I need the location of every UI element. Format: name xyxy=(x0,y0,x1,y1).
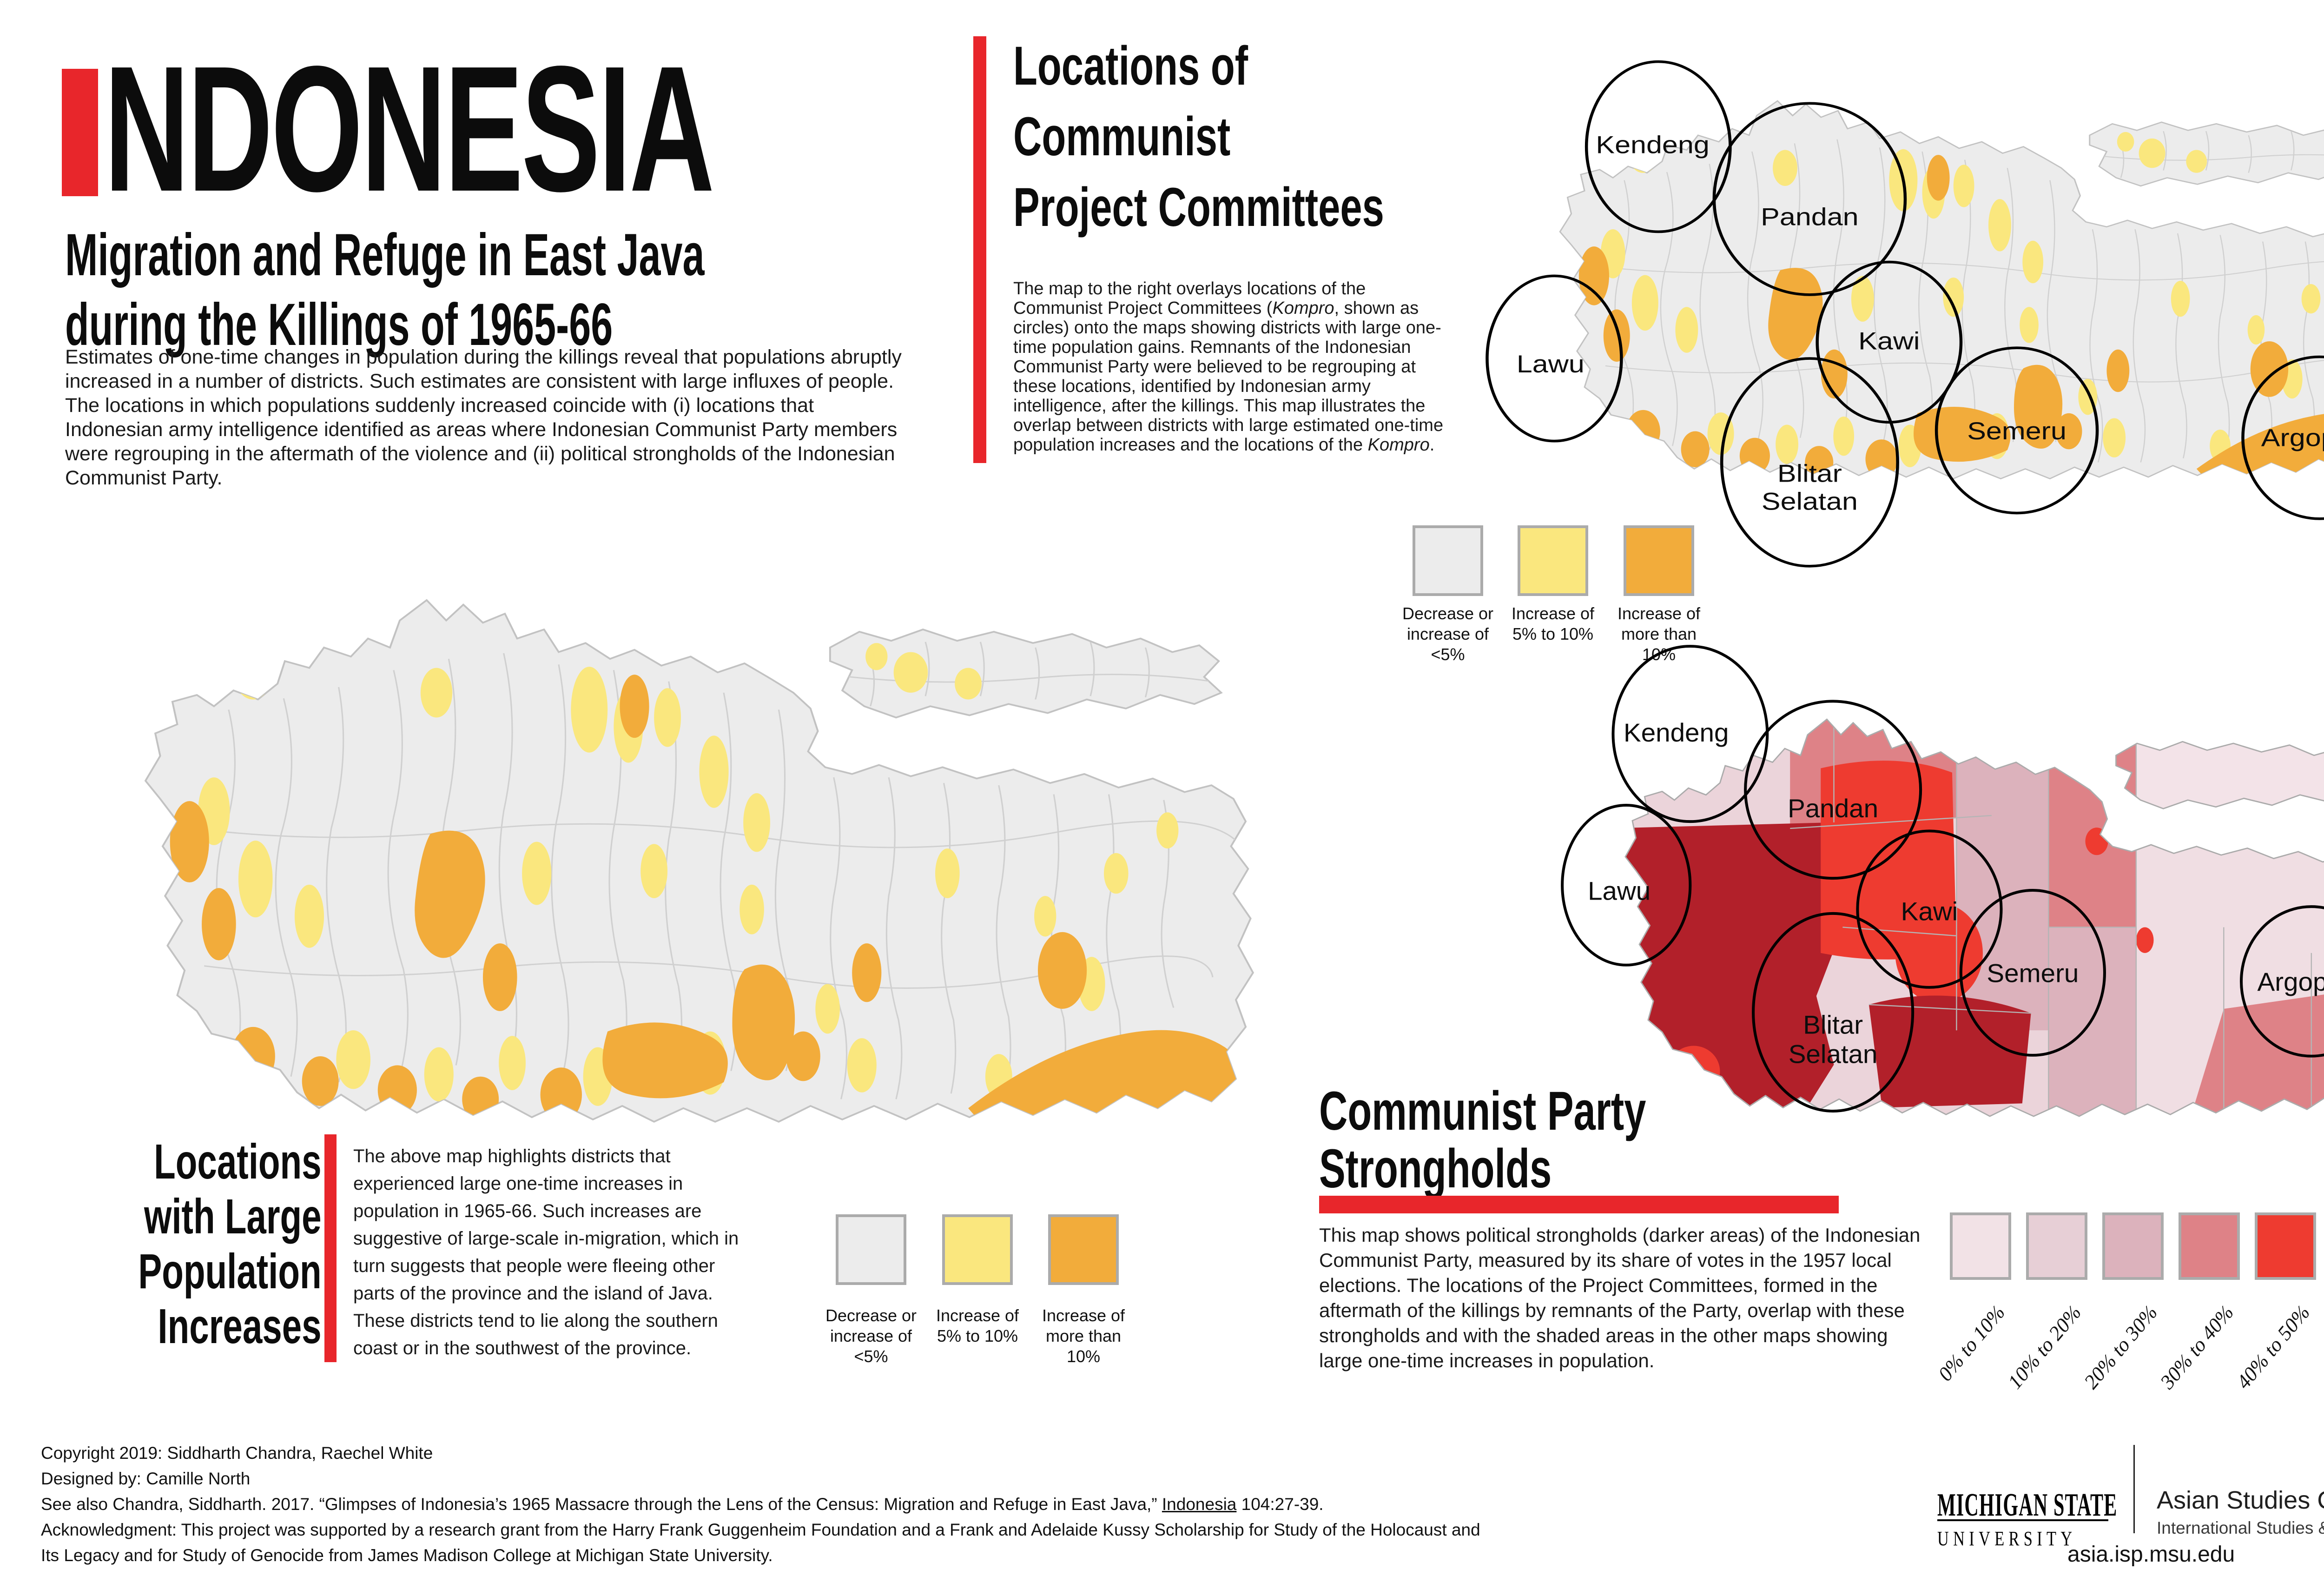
kompro-section-red-bar xyxy=(973,36,986,463)
kompro-circle-semeru xyxy=(1934,346,2099,515)
footer-url: asia.isp.msu.edu xyxy=(2067,1542,2235,1567)
msu-wordmark: MICHIGAN STATE xyxy=(1937,1487,2118,1523)
map-label-semeru: Semeru xyxy=(1967,417,2067,445)
footer-citation-pages: 104:27-39. xyxy=(1236,1495,1324,1514)
kompro-circle-pandan xyxy=(1712,102,1907,296)
footer-citation: See also Chandra, Siddharth. 2017. “Glim… xyxy=(41,1491,1480,1517)
increases-heading-line2: with Large xyxy=(144,1189,322,1244)
map-label-pandan: Pandan xyxy=(1761,203,1858,231)
msu-divider xyxy=(2133,1445,2135,1533)
legend-swatch-no-change xyxy=(1413,525,1483,596)
subtitle-line1: Migration and Refuge in East Java xyxy=(65,222,705,288)
kompro-section-heading: Locations of Communist Project Committee… xyxy=(1013,31,1384,243)
map-population-increases-large xyxy=(70,535,1292,1167)
legend-swatch-increase-over-10 xyxy=(1048,1214,1119,1285)
title-initial-red-bar xyxy=(62,69,98,196)
intro-paragraph: Estimates of one-time changes in populat… xyxy=(65,346,902,489)
page-title: NDONESIA xyxy=(104,28,715,229)
international-studies-label: International Studies & Programs xyxy=(2157,1518,2324,1537)
increases-section-red-bar xyxy=(324,1134,337,1362)
asian-studies-center-label: Asian Studies Center xyxy=(2157,1486,2324,1514)
map-communist-strongholds: Kendeng Pandan Lawu Kawi Blitar Selatan S… xyxy=(1561,645,2324,1151)
kompro-heading-line2: Communist xyxy=(1013,106,1231,167)
map-label-argopuro: Argopuro xyxy=(2261,424,2324,451)
legend-label-no-change: Decrease or increase of <5% xyxy=(825,1306,917,1366)
legend-label-increase-5-10: Increase of 5% to 10% xyxy=(1511,604,1595,643)
kompro-italic-term: Kompro xyxy=(1367,435,1430,455)
strongholds-circle-lawu xyxy=(1561,804,1692,967)
kompro-circle-labels: Kendeng Pandan Lawu Kawi Blitar Selatan S… xyxy=(1517,131,2324,515)
map-label-pandan: Pandan xyxy=(1788,794,1878,822)
legend-label-no-change: Decrease or increase of <5% xyxy=(1402,604,1494,664)
map-label-lawu: Lawu xyxy=(1517,351,1585,378)
strongholds-circle-kendeng xyxy=(1611,645,1769,823)
kompro-section-body: The map to the right overlays locations … xyxy=(1013,279,1446,455)
increases-section-body: The above map highlights districts that … xyxy=(353,1146,739,1358)
footer-acknowledgment-line2: Its Legacy and for Study of Genocide fro… xyxy=(41,1546,773,1565)
strongholds-circles xyxy=(1561,645,2324,1113)
legend-swatch-increase-5-10 xyxy=(1518,525,1588,596)
map-label-lawu: Lawu xyxy=(1588,876,1651,905)
map-label-kendeng: Kendeng xyxy=(1596,131,1709,159)
strongholds-section-red-bar xyxy=(1319,1196,1839,1213)
strongholds-circle-blitar-selatan xyxy=(1752,912,1915,1113)
kompro-circle-lawu xyxy=(1486,274,1623,443)
kompro-heading-line1: Locations of xyxy=(1013,35,1248,97)
increases-heading-line4: Increases xyxy=(158,1299,322,1354)
strongholds-circle-labels: Kendeng Pandan Lawu Kawi Blitar Selatan S… xyxy=(1588,718,2324,1069)
legend-label-increase-over-10: Increase of more than 10% xyxy=(1617,604,1701,664)
strongholds-circle-kawi xyxy=(1856,829,2003,989)
kompro-italic-term: Kompro xyxy=(1272,298,1334,318)
map-label-kendeng: Kendeng xyxy=(1624,718,1729,747)
strongholds-circle-semeru xyxy=(1959,889,2106,1057)
strongholds-section-body: This map shows political strongholds (da… xyxy=(1319,1224,1921,1371)
msu-wordmark-rule xyxy=(1937,1519,2108,1521)
msu-university: UNIVERSITY xyxy=(1937,1527,2077,1550)
strongholds-section-heading: Communist Party Strongholds xyxy=(1319,1082,1646,1198)
footer-acknowledgment-line1: Acknowledgment: This project was support… xyxy=(41,1520,1480,1539)
legend-label-increase-over-10: Increase of more than 10% xyxy=(1042,1306,1125,1366)
footer-credits: Copyright 2019: Siddharth Chandra, Raech… xyxy=(41,1440,1480,1568)
kompro-body-text: , shown as circles) onto the maps showin… xyxy=(1013,298,1444,455)
legend-swatch-20-30 xyxy=(2102,1212,2164,1280)
strongholds-circle-argopuro xyxy=(2240,905,2324,1058)
legend-swatch-0-10 xyxy=(1950,1212,2011,1280)
footer-designer: Designed by: Camille North xyxy=(41,1469,251,1488)
map-label-argopuro: Argopuro xyxy=(2258,967,2324,996)
footer-citation-journal: Indonesia xyxy=(1162,1495,1237,1514)
map-label-blitar-selatan: Blitar Selatan xyxy=(1789,1010,1878,1068)
strongholds-circle-pandan xyxy=(1744,700,1922,880)
page-subtitle: Migration and Refuge in East Java during… xyxy=(65,220,704,360)
kompro-body-text: . xyxy=(1429,435,1435,455)
increases-heading-line1: Locations xyxy=(154,1134,322,1189)
footer-copyright: Copyright 2019: Siddharth Chandra, Raech… xyxy=(41,1444,433,1463)
kompro-body-text: The map to the right overlays locations … xyxy=(1013,279,1366,318)
legend-swatch-increase-over-10 xyxy=(1624,525,1694,596)
increases-heading-line3: Population xyxy=(138,1244,322,1299)
footer-citation-text: See also Chandra, Siddharth. 2017. “Glim… xyxy=(41,1495,1162,1514)
legend-label-increase-5-10: Increase of 5% to 10% xyxy=(936,1306,1019,1345)
kompro-heading-line3: Project Committees xyxy=(1013,177,1384,238)
kompro-circles xyxy=(1486,60,2324,568)
legend-swatch-40-50 xyxy=(2255,1212,2316,1280)
kompro-circle-blitar-selatan xyxy=(1720,357,1899,568)
strongholds-heading-line1: Communist Party xyxy=(1319,1080,1646,1142)
map-label-blitar-selatan: Blitar Selatan xyxy=(1762,460,1858,516)
legend-swatch-30-40 xyxy=(2179,1212,2240,1280)
map-label-kawi: Kawi xyxy=(1858,328,1920,355)
map-label-semeru: Semeru xyxy=(1987,959,2079,987)
map-kompro-circles: Kendeng Pandan Lawu Kawi Blitar Selatan S… xyxy=(1486,60,2324,568)
kompro-circle-kawi xyxy=(1816,260,1963,424)
kompro-circle-argopuro xyxy=(2241,355,2324,520)
map-label-kawi: Kawi xyxy=(1901,897,1958,926)
increases-section-heading: Locations with Large Population Increase… xyxy=(139,1134,322,1354)
legend-swatch-10-20 xyxy=(2026,1212,2087,1280)
strongholds-heading-line2: Strongholds xyxy=(1319,1138,1552,1199)
legend-swatch-increase-5-10 xyxy=(942,1214,1013,1285)
legend-swatch-no-change xyxy=(836,1214,906,1285)
subtitle-line2: during the Killings of 1965-66 xyxy=(65,291,613,358)
